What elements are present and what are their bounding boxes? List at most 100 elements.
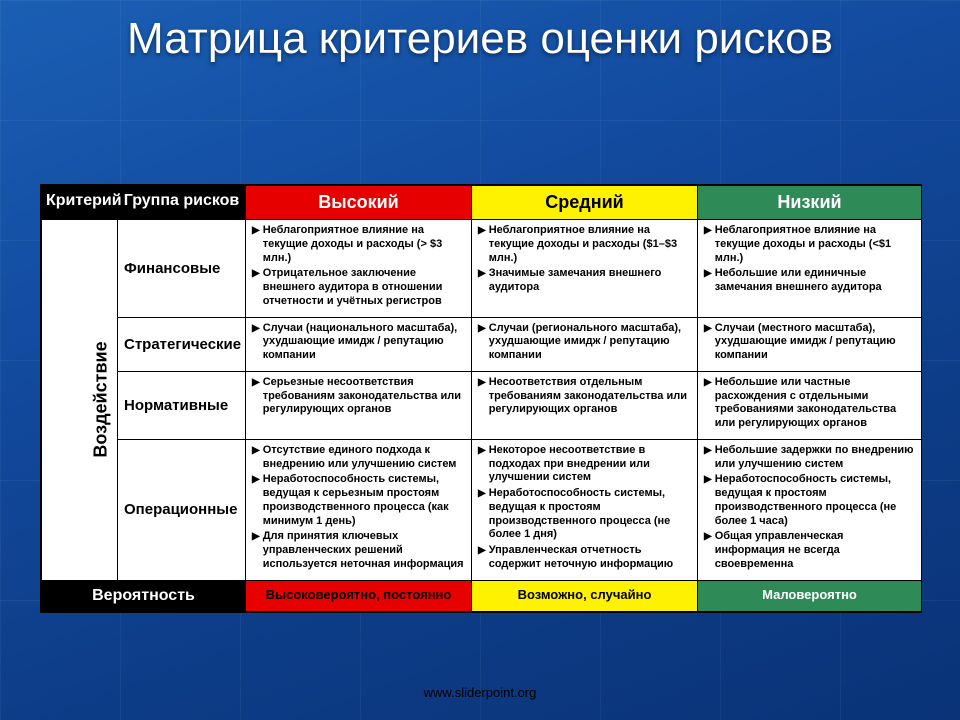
risk-bullet: ▶Управленческая отчетность содержит нето…	[478, 544, 691, 572]
risk-bullet: ▶Неработоспособность системы, ведущая к …	[704, 473, 915, 528]
triangle-icon: ▶	[478, 376, 486, 389]
risk-bullet-text: Для принятия ключевых управленческих реш…	[263, 530, 465, 571]
risk-bullet: ▶Неработоспособность системы, ведущая к …	[478, 487, 691, 542]
triangle-icon: ▶	[704, 530, 712, 543]
risk-cell-medium: ▶Неблагоприятное влияние на текущие дохо…	[472, 220, 698, 318]
table-footer-row: Вероятность Высоковероятно, постоянно Во…	[42, 580, 922, 611]
risk-bullet: ▶Неработоспособность системы, ведущая к …	[252, 473, 465, 528]
risk-cell-high: ▶Отсутствие единого подхода к внедрению …	[246, 439, 472, 580]
table-row: Нормативные▶Серьезные несоответствия тре…	[42, 371, 922, 439]
risk-bullet-text: Отсутствие единого подхода к внедрению и…	[263, 444, 465, 472]
risk-bullet-text: Небольшие или единичные замечания внешне…	[715, 267, 915, 295]
risk-cell-high: ▶Случаи (национального масштаба), ухудша…	[246, 317, 472, 371]
header-high: Высокий	[246, 186, 472, 220]
table-header-row: Критерий Группа рисков Высокий Средний Н…	[42, 186, 922, 220]
triangle-icon: ▶	[252, 224, 260, 237]
footer-low: Маловероятно	[698, 580, 922, 611]
triangle-icon: ▶	[704, 473, 712, 486]
risk-group-label: Нормативные	[118, 371, 246, 439]
triangle-icon: ▶	[252, 530, 260, 543]
risk-bullet: ▶Отсутствие единого подхода к внедрению …	[252, 444, 465, 472]
triangle-icon: ▶	[478, 544, 486, 557]
header-medium: Средний	[472, 186, 698, 220]
risk-bullet-text: Неработоспособность системы, ведущая к п…	[715, 473, 915, 528]
risk-bullet: ▶Неблагоприятное влияние на текущие дохо…	[478, 224, 691, 265]
risk-group-label: Финансовые	[118, 220, 246, 318]
risk-bullet-text: Неработоспособность системы, ведущая к с…	[263, 473, 465, 528]
triangle-icon: ▶	[252, 376, 260, 389]
risk-bullet: ▶Общая управленческая информация не всег…	[704, 530, 915, 571]
triangle-icon: ▶	[478, 487, 486, 500]
risk-cell-medium: ▶Случаи (регионального масштаба), ухудша…	[472, 317, 698, 371]
risk-group-label: Стратегические	[118, 317, 246, 371]
risk-bullet-text: Случаи (местного масштаба), ухудшающие и…	[715, 322, 915, 363]
impact-side-label: Воздействие	[42, 220, 118, 581]
risk-bullet-text: Управленческая отчетность содержит неточ…	[489, 544, 691, 572]
table-row: ВоздействиеФинансовые▶Неблагоприятное вл…	[42, 220, 922, 318]
source-url: www.sliderpoint.org	[0, 685, 960, 700]
risk-cell-medium: ▶Некоторое несоответствие в подходах при…	[472, 439, 698, 580]
risk-bullet-text: Серьезные несоответствия требованиям зак…	[263, 376, 465, 417]
risk-cell-high: ▶Неблагоприятное влияние на текущие дохо…	[246, 220, 472, 318]
footer-medium: Возможно, случайно	[472, 580, 698, 611]
risk-bullet: ▶Серьезные несоответствия требованиям за…	[252, 376, 465, 417]
slide: Матрица критериев оценки рисков Критерий…	[0, 0, 960, 720]
triangle-icon: ▶	[704, 444, 712, 457]
risk-cell-low: ▶Неблагоприятное влияние на текущие дохо…	[698, 220, 922, 318]
risk-group-label: Операционные	[118, 439, 246, 580]
risk-bullet-text: Случаи (национального масштаба), ухудшаю…	[263, 322, 465, 363]
risk-bullet: ▶Отрицательное заключение внешнего аудит…	[252, 267, 465, 308]
risk-matrix-table: Критерий Группа рисков Высокий Средний Н…	[40, 184, 922, 613]
risk-bullet-text: Некоторое несоответствие в подходах при …	[489, 444, 691, 485]
triangle-icon: ▶	[704, 322, 712, 335]
header-criteria: Критерий	[42, 186, 118, 220]
risk-bullet-text: Значимые замечания внешнего аудитора	[489, 267, 691, 295]
triangle-icon: ▶	[478, 322, 486, 335]
risk-cell-low: ▶Случаи (местного масштаба), ухудшающие …	[698, 317, 922, 371]
triangle-icon: ▶	[478, 444, 486, 457]
risk-bullet: ▶Некоторое несоответствие в подходах при…	[478, 444, 691, 485]
risk-bullet: ▶Неблагоприятное влияние на текущие дохо…	[704, 224, 915, 265]
risk-bullet: ▶Неблагоприятное влияние на текущие дохо…	[252, 224, 465, 265]
triangle-icon: ▶	[704, 376, 712, 389]
risk-bullet-text: Общая управленческая информация не всегд…	[715, 530, 915, 571]
table-row: Стратегические▶Случаи (национального мас…	[42, 317, 922, 371]
risk-bullet-text: Небольшие задержки по внедрению или улуч…	[715, 444, 915, 472]
risk-bullet: ▶Небольшие или единичные замечания внешн…	[704, 267, 915, 295]
risk-bullet-text: Неблагоприятное влияние на текущие доход…	[489, 224, 691, 265]
header-group: Группа рисков	[118, 186, 246, 220]
triangle-icon: ▶	[704, 224, 712, 237]
footer-probability-label: Вероятность	[42, 580, 246, 611]
risk-bullet: ▶Значимые замечания внешнего аудитора	[478, 267, 691, 295]
risk-bullet: ▶Случаи (регионального масштаба), ухудша…	[478, 322, 691, 363]
header-low: Низкий	[698, 186, 922, 220]
risk-cell-low: ▶Небольшие задержки по внедрению или улу…	[698, 439, 922, 580]
risk-bullet-text: Отрицательное заключение внешнего аудито…	[263, 267, 465, 308]
risk-bullet-text: Случаи (регионального масштаба), ухудшаю…	[489, 322, 691, 363]
table-row: Операционные▶Отсутствие единого подхода …	[42, 439, 922, 580]
triangle-icon: ▶	[478, 267, 486, 280]
triangle-icon: ▶	[478, 224, 486, 237]
slide-title: Матрица критериев оценки рисков	[0, 0, 960, 65]
impact-side-label-text: Воздействие	[91, 342, 112, 458]
risk-bullet-text: Небольшие или частные расхождения с отде…	[715, 376, 915, 431]
risk-bullet: ▶Случаи (местного масштаба), ухудшающие …	[704, 322, 915, 363]
risk-bullet-text: Неблагоприятное влияние на текущие доход…	[715, 224, 915, 265]
risk-bullet-text: Неработоспособность системы, ведущая к п…	[489, 487, 691, 542]
triangle-icon: ▶	[252, 267, 260, 280]
risk-bullet: ▶Небольшие или частные расхождения с отд…	[704, 376, 915, 431]
triangle-icon: ▶	[252, 473, 260, 486]
risk-cell-medium: ▶Несоответствия отдельным требованиям за…	[472, 371, 698, 439]
risk-cell-high: ▶Серьезные несоответствия требованиям за…	[246, 371, 472, 439]
risk-bullet: ▶Случаи (национального масштаба), ухудша…	[252, 322, 465, 363]
risk-bullet-text: Несоответствия отдельным требованиям зак…	[489, 376, 691, 417]
risk-bullet: ▶Для принятия ключевых управленческих ре…	[252, 530, 465, 571]
triangle-icon: ▶	[252, 444, 260, 457]
risk-bullet: ▶Небольшие задержки по внедрению или улу…	[704, 444, 915, 472]
risk-bullet-text: Неблагоприятное влияние на текущие доход…	[263, 224, 465, 265]
triangle-icon: ▶	[252, 322, 260, 335]
risk-bullet: ▶Несоответствия отдельным требованиям за…	[478, 376, 691, 417]
risk-cell-low: ▶Небольшие или частные расхождения с отд…	[698, 371, 922, 439]
triangle-icon: ▶	[704, 267, 712, 280]
footer-high: Высоковероятно, постоянно	[246, 580, 472, 611]
